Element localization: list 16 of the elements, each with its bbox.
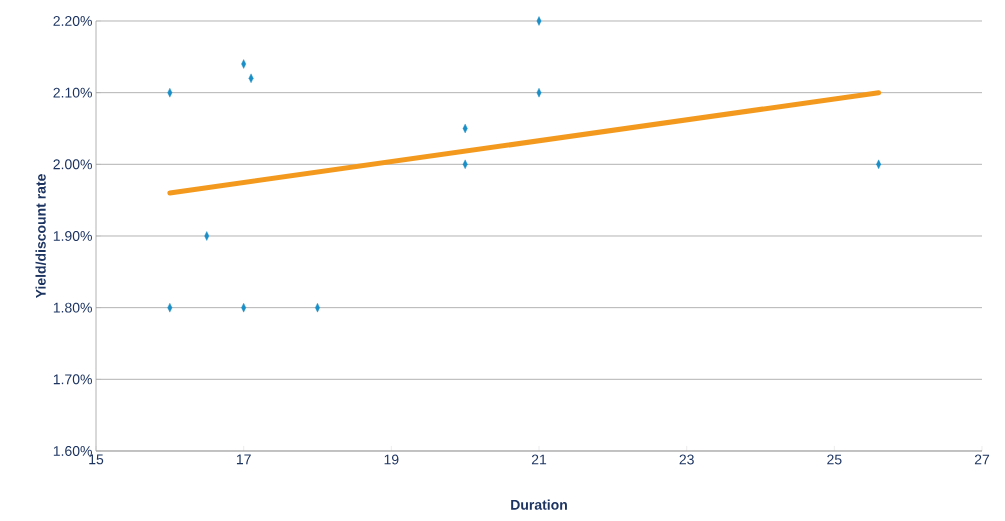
y-tick-label: 1.70% <box>53 374 92 385</box>
y-tick-label: 1.90% <box>53 231 92 241</box>
x-axis-title: Duration <box>511 499 567 510</box>
y-tick-label: 1.80% <box>53 302 92 313</box>
y-axis-title: Yield/discount rate <box>35 174 46 299</box>
x-tick-label: 27 <box>974 454 990 465</box>
x-tick-label: 21 <box>531 454 547 465</box>
x-tick-label: 23 <box>679 454 694 465</box>
x-tick-label: 17 <box>236 454 251 465</box>
y-tick-label: 2.00% <box>53 159 92 170</box>
y-tick-label: 1.60% <box>53 446 92 456</box>
x-tick-label: 15 <box>89 454 104 465</box>
y-tick-label: 2.10% <box>53 87 92 98</box>
x-tick-label: 19 <box>384 454 399 465</box>
y-tick-label: 2.20% <box>53 16 92 26</box>
x-tick-label: 25 <box>827 454 842 465</box>
